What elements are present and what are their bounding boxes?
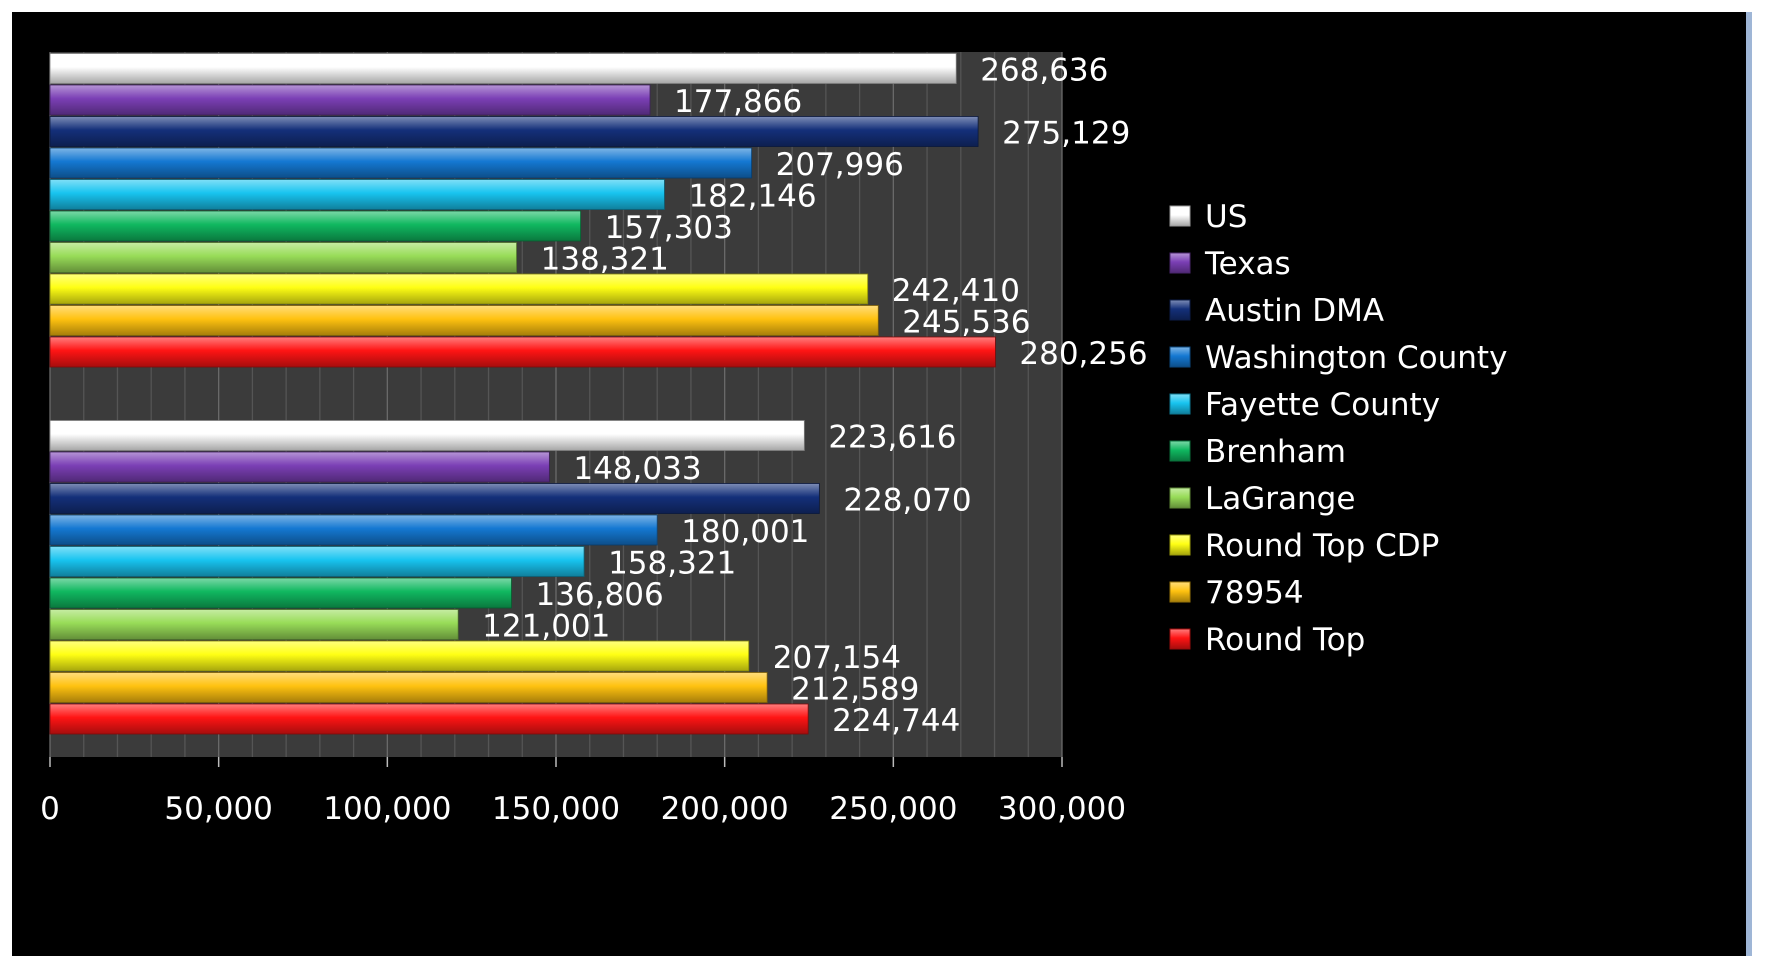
- value-label-lagrange-group-1: 138,321: [541, 241, 669, 277]
- x-tick-label: 200,000: [661, 791, 789, 827]
- chart-frame: 268,636 177,866 275,129 207,996 182,146 157,3…: [12, 12, 1752, 956]
- bar-78954-group-1: [49, 305, 879, 336]
- legend-label-us: US: [1205, 199, 1247, 235]
- bar-washington-county-group-1: [49, 147, 753, 179]
- legend-label-brenham: Brenham: [1205, 434, 1346, 470]
- bar-fayette-county-group-2: [49, 546, 585, 577]
- legend: US Texas Austin DMA Washington County Fayett…: [1169, 199, 1507, 658]
- bar-78954-group-2: [49, 672, 768, 703]
- value-label-austin-dma-group-1: 275,129: [1002, 115, 1130, 151]
- value-label-austin-dma-group-2: 228,070: [843, 482, 971, 518]
- value-label-round-top-group-2: 224,744: [832, 703, 960, 739]
- value-label-brenham-group-1: 157,303: [605, 210, 733, 246]
- legend-swatch-round-top-cdp: [1169, 534, 1191, 556]
- bar-lagrange-group-1: [49, 242, 518, 273]
- x-axis: 0 50,000 100,000 150,000 200,000 250,000 300,0…: [40, 757, 1126, 827]
- value-label-lagrange-group-2: 121,001: [482, 608, 610, 644]
- bar-us-group-1: [49, 53, 957, 84]
- bar-brenham-group-1: [49, 210, 582, 242]
- legend-swatch-fayette-county: [1169, 393, 1191, 415]
- x-tick-label: 250,000: [829, 791, 957, 827]
- bar-brenham-group-2: [49, 577, 512, 609]
- value-label-78954-group-2: 212,589: [791, 671, 919, 707]
- value-label-texas-group-1: 177,866: [674, 84, 802, 120]
- legend-label-austin-dma: Austin DMA: [1205, 293, 1384, 329]
- legend-swatch-lagrange: [1169, 487, 1191, 509]
- x-tick-label: 150,000: [492, 791, 620, 827]
- x-tick-label: 100,000: [323, 791, 451, 827]
- legend-label-texas: Texas: [1204, 246, 1291, 282]
- legend-swatch-brenham: [1169, 440, 1191, 462]
- value-label-round-top-cdp-group-2: 207,154: [773, 640, 901, 676]
- bar-chart: 268,636 177,866 275,129 207,996182,146157,3…: [40, 52, 1507, 827]
- value-label-fayette-county-group-2: 158,321: [608, 545, 736, 581]
- bar-round-top-group-2: [49, 703, 809, 735]
- bar-fayette-county-group-1: [49, 179, 665, 210]
- legend-label-78954: 78954: [1205, 575, 1304, 611]
- bar-austin-dma-group-2: [49, 483, 820, 514]
- value-label-texas-group-2: 148,033: [573, 451, 701, 487]
- legend-swatch-78954: [1169, 581, 1191, 603]
- legend-swatch-austin-dma: [1169, 299, 1191, 321]
- bar-us-group-2: [49, 420, 805, 451]
- legend-label-washington-county: Washington County: [1205, 340, 1507, 376]
- bar-texas-group-2: [49, 451, 550, 483]
- bar-round-top-cdp-group-2: [49, 640, 750, 672]
- value-label-brenham-group-2: 136,806: [535, 577, 663, 613]
- value-label-round-top-cdp-group-1: 242,410: [892, 273, 1020, 309]
- legend-swatch-texas: [1169, 252, 1191, 274]
- value-label-fayette-county-group-1: 182,146: [688, 178, 816, 214]
- value-labels-layer: 268,636 177,866 275,129 207,996182,146157,3…: [482, 52, 1147, 739]
- legend-label-fayette-county: Fayette County: [1205, 387, 1440, 423]
- legend-swatch-washington-county: [1169, 346, 1191, 368]
- value-label-washington-county-group-2: 180,001: [681, 514, 809, 550]
- bar-washington-county-group-2: [49, 514, 658, 546]
- bar-texas-group-1: [49, 84, 651, 116]
- value-label-78954-group-1: 245,536: [902, 304, 1030, 340]
- bar-round-top-group-1: [49, 336, 996, 368]
- value-label-us-group-2: 223,616: [828, 419, 956, 455]
- bars-layer: [49, 53, 996, 735]
- value-label-round-top-group-1: 280,256: [1019, 336, 1147, 372]
- bar-austin-dma-group-1: [49, 116, 979, 147]
- legend-swatch-round-top: [1169, 628, 1191, 650]
- bar-lagrange-group-2: [49, 609, 459, 640]
- legend-swatch-us: [1169, 205, 1191, 227]
- value-label-us-group-1: 268,636: [980, 52, 1108, 88]
- legend-label-round-top-cdp: Round Top CDP: [1205, 528, 1439, 564]
- x-tick-label: 0: [40, 791, 60, 827]
- x-tick-label: 50,000: [164, 791, 272, 827]
- x-tick-label: 300,000: [998, 791, 1126, 827]
- bar-round-top-cdp-group-1: [49, 273, 869, 305]
- legend-label-lagrange: LaGrange: [1205, 481, 1355, 517]
- legend-label-round-top: Round Top: [1205, 622, 1365, 658]
- value-label-washington-county-group-1: 207,996: [776, 147, 904, 183]
